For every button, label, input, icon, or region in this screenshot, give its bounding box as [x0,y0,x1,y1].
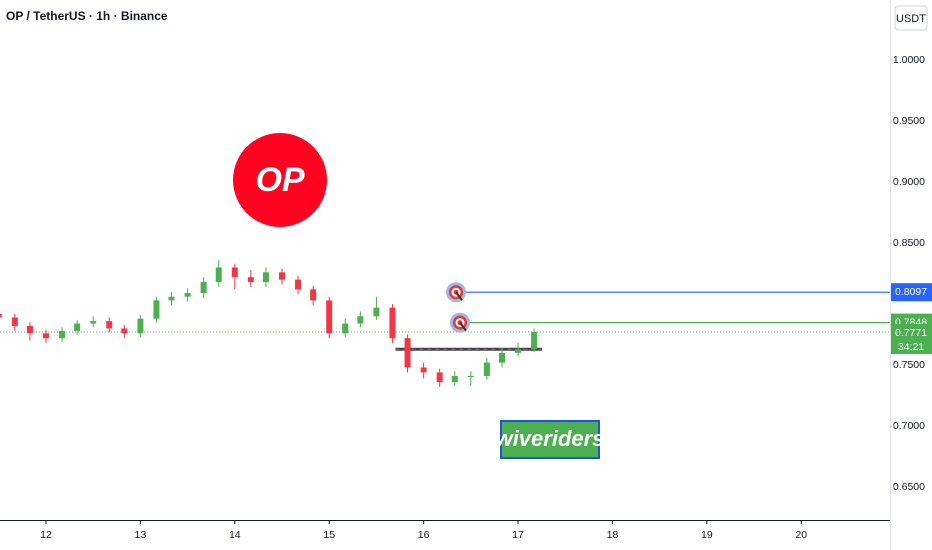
candle-body [0,313,2,318]
candle-body [531,331,538,350]
logo-text: OP [255,161,304,199]
target-icon-arrow [459,321,467,332]
candle-body [451,376,458,383]
x-tick-label: 17 [512,529,524,541]
x-tick-label: 16 [418,529,430,541]
x-tick-label: 14 [229,529,241,541]
x-tick-label: 18 [607,529,619,541]
y-tick-label: 0.7000 [893,420,925,432]
y-tick-label: 0.9500 [893,115,925,127]
candle-body [168,296,175,301]
candle-body [59,330,66,339]
x-tick-label: 13 [135,529,147,541]
candle-body [215,267,222,283]
candle-body [106,321,113,329]
candle-body [42,333,49,339]
watermark: wiveriders [496,426,605,451]
price-label: 0.8097 [895,286,927,298]
candle-body [121,328,128,334]
price-label: 0.7771 [895,327,927,339]
y-tick-label: 0.7500 [893,359,925,371]
candle-body [184,293,191,297]
candle-body [389,307,396,339]
candle-body [11,317,18,327]
watermark-box [500,420,600,459]
candle-body [262,272,269,283]
candle-body [231,267,238,278]
candle-body [153,300,160,319]
y-tick-label: 1.0000 [893,54,925,66]
candle-body [515,349,522,353]
y-tick-label: 0.8500 [893,237,925,249]
price-label-box [891,283,932,302]
candle-body [137,318,144,334]
countdown: 34:21 [898,341,924,353]
candle-body [404,338,411,368]
logo [233,133,327,227]
x-tick-label: 12 [40,529,52,541]
candle-body [420,367,427,373]
candle-body [467,376,474,378]
candle-body [247,277,254,283]
x-tick-label: 20 [795,529,807,541]
candle-body [483,362,490,377]
candle-body [436,372,443,383]
price-label-box [891,323,932,354]
candle-body [279,272,286,280]
candle-body [310,289,317,301]
x-tick-label: 15 [323,529,335,541]
candle-body [90,321,97,324]
y-tick-label: 0.9000 [893,176,925,188]
unit-box[interactable] [894,5,928,31]
candle-body [498,352,505,363]
candle-body [373,307,380,317]
x-tick-label: 19 [701,529,713,541]
unit-label: USDT [896,13,926,25]
candle-body [342,323,349,334]
chart-title: OP / TetherUS · 1h · Binance [6,9,168,23]
candle-body [26,326,33,334]
candle-body [200,282,207,294]
candle-body [295,279,302,290]
candle-body [357,316,364,324]
target-icon-arrow [455,291,463,301]
candle-body [326,300,333,334]
y-tick-label: 0.6500 [893,481,925,493]
candle-body [74,323,81,331]
